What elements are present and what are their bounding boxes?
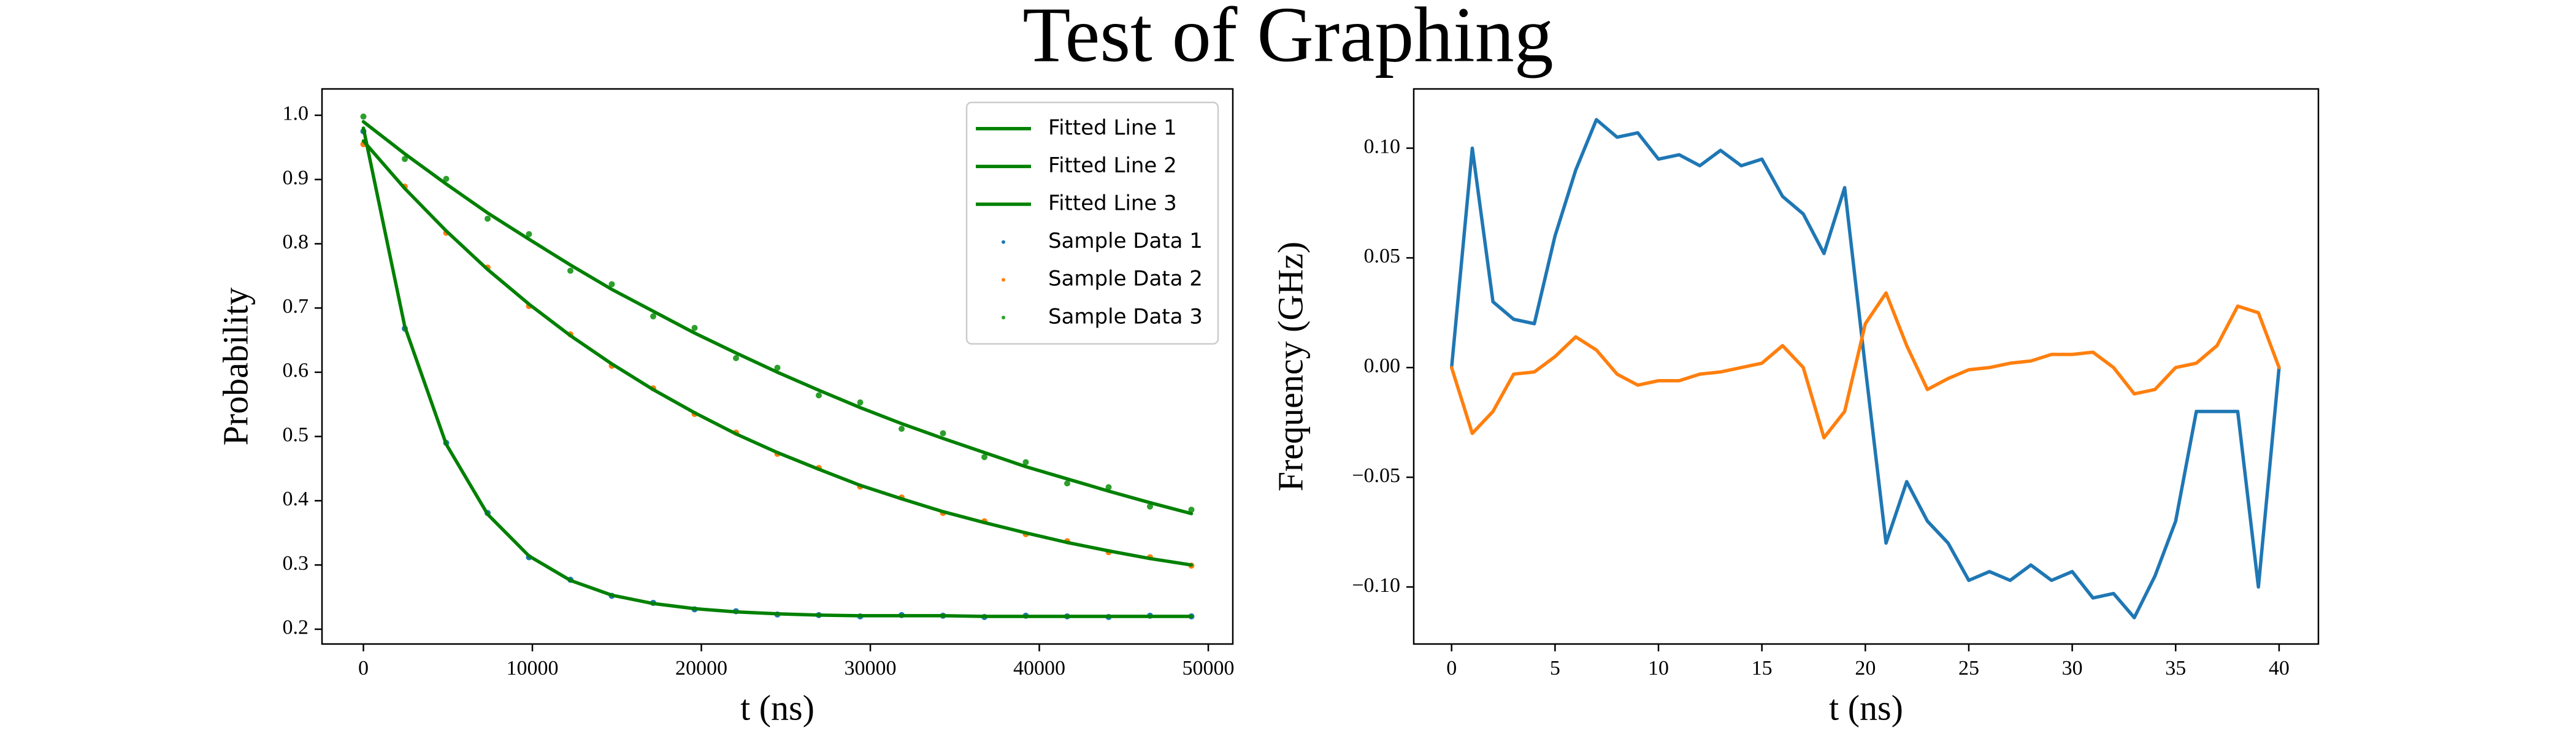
- data-point: [899, 426, 905, 432]
- legend-marker: [1002, 240, 1005, 244]
- y-tick-label: 0.8: [283, 231, 309, 253]
- y-axis-label: Probability: [215, 288, 255, 446]
- data-point: [360, 113, 367, 120]
- data-line: [361, 120, 1194, 516]
- data-point: [816, 392, 822, 399]
- plot-area: [1449, 118, 2281, 619]
- legend-marker: [1002, 278, 1005, 282]
- x-tick-label: 0: [1446, 657, 1457, 680]
- x-tick-label: 20000: [675, 657, 727, 680]
- data-point: [1022, 459, 1029, 466]
- data-point: [733, 355, 739, 361]
- x-axis-label: t (ns): [740, 688, 815, 727]
- y-tick-label: 0.9: [283, 166, 309, 189]
- y-axis-label: Frequency (GHz): [1270, 242, 1310, 491]
- axes-frame: [321, 88, 1234, 645]
- y-tick-label: 0.2: [283, 616, 309, 639]
- y-tick-label: 0.5: [283, 423, 309, 446]
- data-point: [940, 430, 946, 437]
- plot-area: [360, 113, 1195, 621]
- x-tick-label: 40000: [1013, 657, 1065, 680]
- x-tick-label: 25: [1958, 657, 1979, 680]
- x-tick-label: 15: [1752, 657, 1773, 680]
- axes-frame: [1413, 88, 2320, 645]
- x-tick-label: 10: [1648, 657, 1669, 680]
- x-axis-label: t (ns): [1829, 688, 1903, 727]
- data-point: [981, 454, 987, 461]
- legend-label: Fitted Line 1: [1048, 115, 1177, 140]
- legend-frame: [965, 101, 1219, 345]
- data-point: [485, 215, 491, 222]
- data-point: [402, 156, 408, 163]
- x-tick-label: 5: [1550, 657, 1560, 680]
- x-tick-label: 0: [358, 657, 369, 680]
- data-line: [1449, 291, 2281, 440]
- y-tick-label: 1.0: [283, 102, 309, 125]
- data-point: [526, 231, 532, 237]
- legend-label: Fitted Line 2: [1048, 153, 1177, 178]
- y-tick-label: 0.05: [1364, 245, 1401, 267]
- data-point: [774, 364, 781, 371]
- x-tick-label: 30: [2062, 657, 2083, 680]
- y-tick-label: 0.10: [1364, 135, 1401, 158]
- data-line: [361, 139, 1194, 567]
- data-point: [691, 324, 698, 331]
- y-tick-label: 0.3: [283, 552, 309, 575]
- x-tick-label: 50000: [1183, 657, 1235, 680]
- data-point: [857, 399, 864, 406]
- y-tick-label: 0.4: [283, 488, 309, 510]
- legend: Fitted Line 1 Fitted Line 2 Fitted Line 3 S…: [965, 101, 1219, 345]
- y-tick-label: −0.10: [1352, 574, 1400, 597]
- data-point: [567, 267, 573, 274]
- data-line: [1449, 118, 2281, 619]
- axes: 0 10000 20000 30000 40000 50000 0.2 0.3 0.4 0.5 0.…: [215, 88, 1235, 727]
- y-tick-label: −0.05: [1352, 464, 1400, 487]
- data-point: [1064, 480, 1070, 487]
- legend-label: Sample Data 1: [1048, 229, 1203, 253]
- x-tick-label: 40: [2269, 657, 2290, 680]
- data-point: [650, 313, 656, 320]
- legend-label: Sample Data 2: [1048, 267, 1203, 291]
- figure-title: Test of Graphing: [1022, 0, 1554, 78]
- data-point: [443, 175, 450, 182]
- data-line: [361, 126, 1194, 618]
- legend-marker: [1002, 315, 1005, 320]
- data-point: [1147, 503, 1153, 510]
- x-tick-label: 30000: [845, 657, 897, 680]
- y-tick-label: 0.7: [283, 295, 309, 318]
- x-tick-label: 35: [2165, 657, 2186, 680]
- legend-label: Sample Data 3: [1048, 304, 1203, 329]
- x-tick-label: 10000: [507, 657, 559, 680]
- legend-label: Fitted Line 3: [1048, 191, 1177, 216]
- data-point: [1105, 484, 1112, 491]
- data-point: [1188, 507, 1195, 513]
- x-tick-label: 20: [1855, 657, 1876, 680]
- y-tick-label: 0.00: [1364, 355, 1401, 377]
- axes: 0 5 10 15 20 25 30 35 40 −0.10 −0.05 0.00 0.05 0.10 t …: [1270, 88, 2320, 727]
- data-point: [608, 281, 615, 288]
- y-tick-label: 0.6: [283, 359, 309, 382]
